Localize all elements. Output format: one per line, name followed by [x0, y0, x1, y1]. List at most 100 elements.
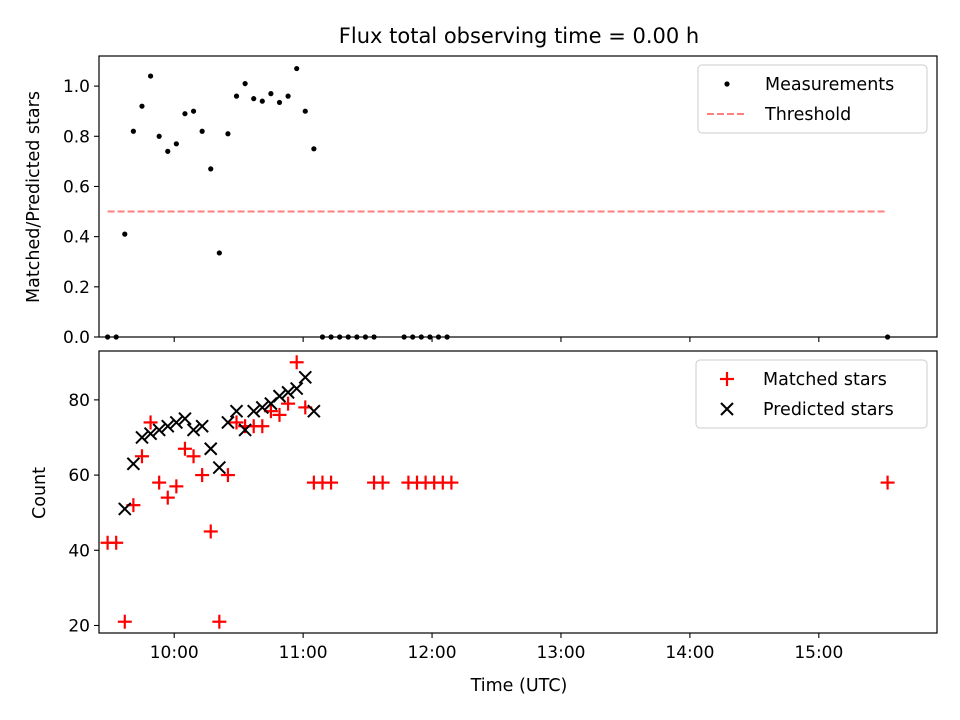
measurement-point	[139, 103, 145, 109]
predicted-star-point	[161, 419, 175, 433]
matched-star-point	[152, 475, 167, 490]
measurement-point	[182, 111, 188, 117]
matched-star-point	[195, 468, 210, 483]
bottom-y-axis-label: Count	[30, 467, 50, 519]
predicted-star-point	[169, 415, 184, 430]
legend-predicted-label: Predicted stars	[763, 400, 894, 420]
matched-star-point	[375, 475, 390, 490]
matched-star-point	[169, 479, 184, 494]
top-legend-box	[697, 64, 928, 134]
predicted-star-point	[186, 423, 201, 437]
legend-threshold-label: Threshold	[764, 105, 851, 125]
bottom-legend-box	[695, 359, 928, 429]
top-axes-frame	[98, 55, 938, 338]
measurement-point	[242, 80, 248, 87]
matched-star-point	[109, 535, 124, 550]
matched-star-point	[134, 449, 149, 464]
predicted-star-point	[221, 415, 235, 430]
measurement-point	[225, 131, 231, 137]
matched-star-point	[160, 490, 175, 505]
matched-star-point	[117, 614, 132, 629]
measurement-point	[233, 93, 240, 99]
x-tick-label: 14:00	[665, 643, 714, 663]
matched-star-point	[444, 475, 459, 490]
predicted-star-point	[255, 400, 270, 415]
legend-measurements-label: Measurements	[765, 75, 894, 95]
top-y-axis-label: Matched/Predicted stars	[24, 91, 44, 303]
bottom-y-tick-label: 40	[68, 541, 90, 561]
x-axis-label: Time (UTC)	[470, 676, 568, 696]
bottom-y-tick-label: 60	[68, 466, 90, 486]
x-tick-label: 15:00	[794, 643, 843, 663]
top-y-tick-label: 1.0	[63, 77, 90, 97]
predicted-star-point	[289, 381, 304, 396]
bottom-y-tick-label: 80	[68, 391, 90, 411]
matched-star-point	[289, 355, 304, 370]
predicted-star-point	[281, 385, 295, 400]
matched-star-point	[212, 614, 227, 629]
predicted-star-point	[298, 370, 312, 385]
measurement-point	[268, 91, 274, 97]
top-panel: 0.0 0.2 0.4 0.6 0.8 1.0 Matched/Predicted sta…	[24, 55, 938, 348]
predicted-star-point	[307, 404, 321, 418]
measurement-point	[147, 73, 154, 79]
predicted-star-point	[272, 389, 287, 403]
legend-matched-marker	[720, 372, 734, 386]
predicted-star-point	[212, 460, 227, 475]
matched-star-point	[203, 524, 218, 539]
predicted-star-point	[126, 457, 141, 471]
measurement-point	[302, 108, 308, 114]
top-y-tick-label: 0.4	[63, 228, 90, 248]
measurement-point	[156, 133, 162, 139]
matched-star-point	[177, 441, 192, 456]
top-y-tick-label: 0.2	[63, 278, 90, 298]
bottom-legend: Matched stars Predicted stars	[695, 359, 928, 429]
measurement-point	[122, 231, 128, 237]
top-y-tick-label: 0.6	[63, 177, 90, 197]
top-legend: Measurements Threshold	[697, 64, 928, 134]
matched-star-point	[186, 449, 201, 464]
predicted-star-point	[247, 404, 261, 418]
predicted-star-point	[143, 427, 158, 441]
matched-star-point	[281, 396, 296, 411]
legend-measurements-marker	[724, 81, 730, 87]
measurement-point	[285, 93, 291, 99]
top-y-tick-label: 0.0	[63, 328, 90, 348]
matched-star-point	[143, 415, 158, 430]
x-tick-label: 12:00	[408, 643, 457, 663]
matched-star-point	[272, 407, 287, 422]
measurement-point	[259, 98, 265, 104]
legend-matched-label: Matched stars	[763, 370, 887, 390]
chart-title: Flux total observing time = 0.00 h	[339, 24, 699, 48]
measurement-point	[190, 108, 197, 114]
x-tick-label: 10:00	[150, 643, 199, 663]
measurement-point	[294, 65, 300, 72]
predicted-star-point	[178, 411, 192, 426]
measurement-point	[165, 148, 171, 154]
x-tick-label: 13:00	[536, 643, 585, 663]
matched-star-point	[229, 415, 244, 430]
measurement-point	[130, 128, 136, 134]
measurement-point	[276, 99, 283, 106]
matched-star-point	[255, 419, 270, 434]
predicted-star-point	[135, 430, 149, 445]
measurement-point	[216, 250, 222, 256]
predicted-star-point	[118, 502, 132, 516]
predicted-star-point	[152, 423, 166, 437]
x-tick-label: 11:00	[279, 643, 328, 663]
matched-star-point	[220, 468, 235, 483]
predicted-star-point	[238, 423, 252, 437]
predicted-star-point	[204, 442, 218, 456]
measurement-point	[311, 146, 317, 152]
bottom-axes-frame	[98, 350, 938, 634]
matched-star-point	[324, 475, 339, 490]
bottom-panel: 20 40 60 80 10:00 11:00 12:00 13:00 14:00 15:00 C…	[30, 350, 938, 696]
predicted-star-point	[229, 404, 244, 418]
matched-star-point	[880, 475, 895, 490]
measurement-point	[208, 166, 214, 172]
predicted-star-point	[195, 419, 209, 433]
legend-predicted-marker	[720, 402, 734, 416]
bottom-y-tick-label: 20	[68, 616, 90, 636]
measurement-point	[173, 141, 179, 147]
